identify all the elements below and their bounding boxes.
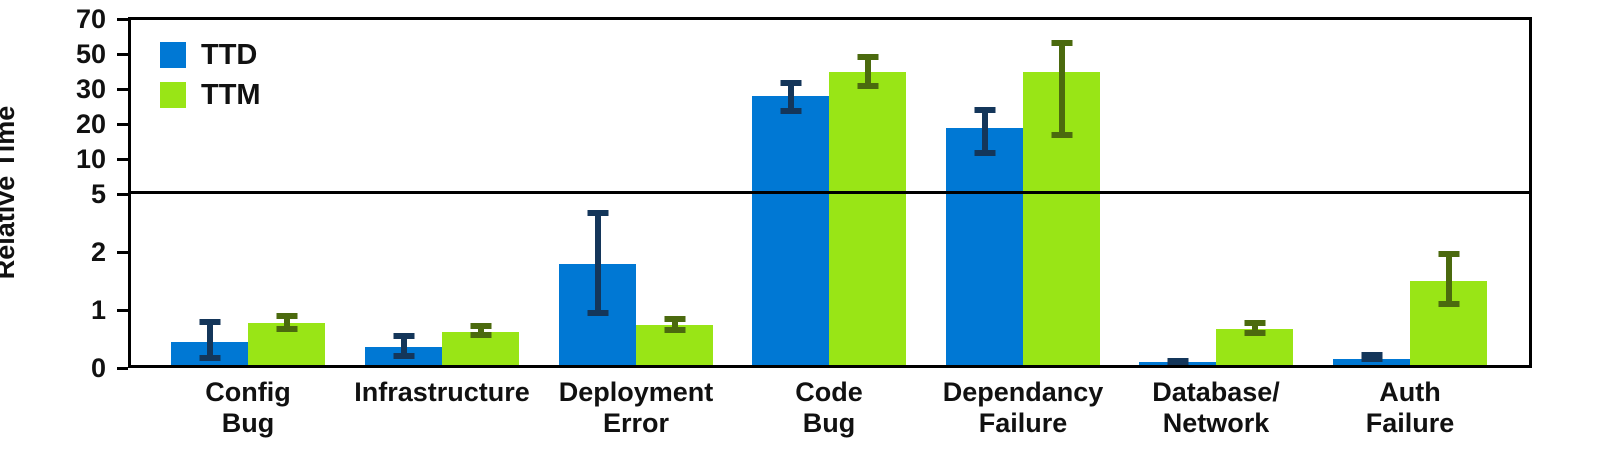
x-category-label-config-bug: Config Bug [205,377,291,438]
bar-ttm-code-bug [829,71,906,368]
y-tick-mark-20 [117,122,128,126]
y-tick-mark-0 [117,366,128,370]
legend-item-ttm: TTM [160,79,261,111]
y-tick-label-1: 1 [90,294,106,325]
y-tick-mark-30 [117,87,128,91]
error-bar-ttd [393,333,415,360]
legend-label-ttd: TTD [201,39,258,71]
bar-ttd-dependancy-failure [946,127,1023,368]
y-tick-label-2: 2 [90,236,106,267]
y-tick-mark-70 [117,17,128,21]
error-bar-ttm [1051,40,1073,138]
error-bar-ttd [1167,357,1189,367]
y-tick-mark-5 [117,192,128,196]
y-tick-label-20: 20 [75,108,106,139]
y-tick-mark-1 [117,308,128,312]
error-bar-ttm [1244,319,1266,337]
y-tick-mark-10 [117,157,128,161]
error-bar-ttd [199,318,221,361]
bar-ttd-code-bug [752,96,829,368]
y-axis-title-text: Relative Time [0,105,20,280]
x-category-label-auth-failure: Auth Failure [1365,377,1455,438]
error-bar-ttd [587,209,609,316]
legend: TTD TTM [160,39,261,122]
bar-ttd-auth-failure [1333,359,1410,368]
error-bar-ttd [974,106,996,156]
plot-area: Relative Time TTD TTM 0 1 2 5 10 20 30 50 70 Con… [0,5,1532,438]
x-category-label-database/-network: Database/Network [1152,377,1280,438]
error-bar-ttm [857,54,879,89]
x-category-label-dependancy-failure: Dependancy Failure [942,377,1104,438]
x-category-label-infrastructure: Infrastructure [354,377,530,407]
legend-swatch-ttd [160,42,186,68]
y-tick-label-70: 70 [75,3,106,34]
legend-item-ttd: TTD [160,39,261,71]
x-category-label-code-bug: Code Bug [795,377,863,438]
y-tick-label-30: 30 [75,73,106,104]
reference-line [128,191,1532,194]
x-category-label-deployment-error: Deployment Error [558,377,714,438]
y-tick-label-5: 5 [90,178,106,209]
error-bar-ttm [470,323,492,338]
error-bar-ttm [276,312,298,332]
error-bar-ttd [1361,351,1383,363]
y-tick-mark-2 [117,250,128,254]
y-tick-label-50: 50 [75,38,106,69]
error-bar-ttm [1438,251,1460,308]
legend-swatch-ttm [160,82,186,108]
error-bar-ttm [664,315,686,334]
legend-label-ttm: TTM [201,79,261,111]
y-tick-mark-50 [117,52,128,56]
y-tick-label-0: 0 [90,352,106,383]
y-tick-label-10: 10 [75,143,106,174]
error-bar-ttd [780,80,802,114]
